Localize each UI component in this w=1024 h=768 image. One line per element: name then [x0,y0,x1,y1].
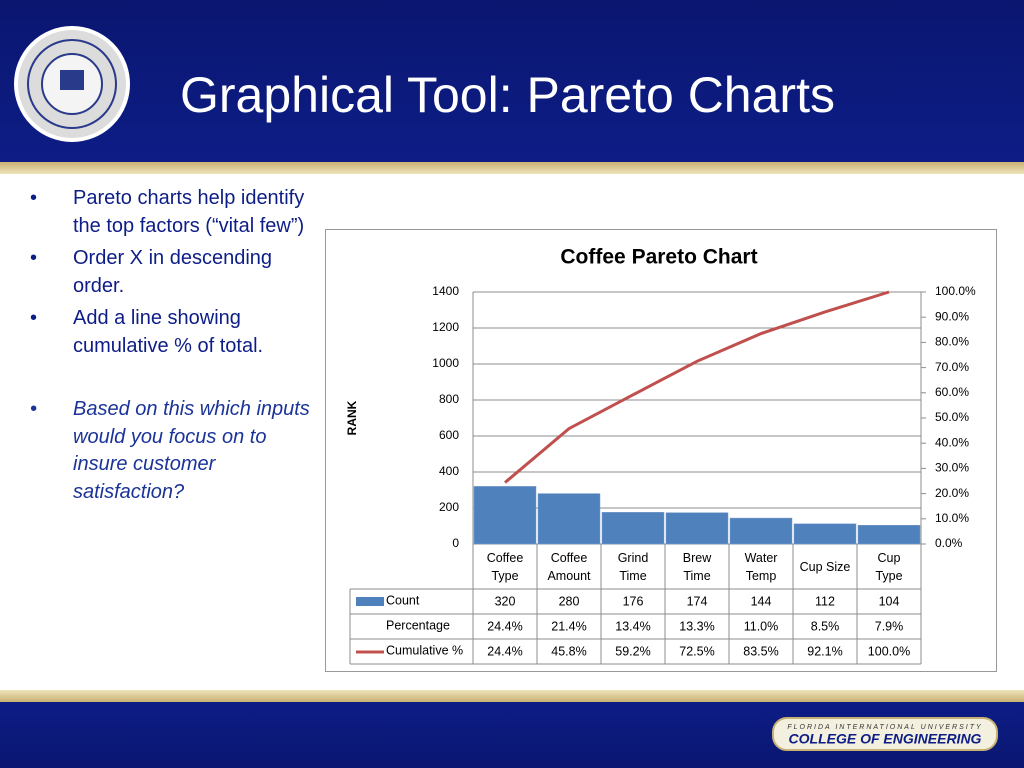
table-cell: 8.5% [811,619,840,633]
bullet: Add a line showing cumulative % of total… [30,305,320,360]
table-cell: 59.2% [615,644,650,658]
table-cell: 104 [879,594,900,608]
y2-tick-label: 20.0% [935,486,969,500]
bar [793,523,857,545]
slide-title: Graphical Tool: Pareto Charts [180,67,835,123]
bullet-list: Pareto charts help identify the top fact… [30,185,320,511]
table-cell: 13.3% [679,619,714,633]
seal-logo [14,26,130,142]
college-name: COLLEGE OF ENGINEERING [789,731,982,747]
chart-frame [325,229,997,672]
table-cell: 11.0% [744,619,779,633]
bullet: Order X in descending order. [30,245,320,300]
table-cell: 83.5% [743,644,778,658]
bar [665,512,729,545]
y2-tick-label: 30.0% [935,461,969,475]
x-tick-label: Brew Time [682,551,712,583]
cumulative-line [504,290,890,484]
y-tick-label: 1000 [432,356,459,370]
y-tick-label: 200 [439,500,459,514]
bar [473,486,537,545]
table-cell: 7.9% [875,619,904,633]
table-cell: 92.1% [807,644,842,658]
y-axis-label: RANK [345,400,359,435]
table-cell: 144 [751,594,772,608]
y-tick-label: 400 [439,464,459,478]
x-tick-label: Cup Type [875,551,903,583]
y2-tick-label: 10.0% [935,511,969,525]
y-tick-label: 1200 [432,320,459,334]
y2-tick-label: 0.0% [935,536,963,550]
bar [537,493,601,545]
table-cell: 280 [559,594,580,608]
chart-title: Coffee Pareto Chart [560,246,757,269]
college-logo [772,717,998,751]
bullet: Based on this which inputs would you foc… [30,396,320,506]
y2-tick-label: 60.0% [935,385,969,399]
legend-swatch [356,597,384,606]
table-cell: 72.5% [679,644,714,658]
y2-tick-label: 70.0% [935,360,969,374]
gold-stripe [0,690,1024,702]
y-tick-label: 600 [439,428,459,442]
bullet: Pareto charts help identify the top fact… [30,185,320,240]
x-tick-label: Cup Size [799,560,851,574]
legend-label: Count [386,593,420,607]
y2-tick-label: 40.0% [935,435,969,449]
table-cell: 45.8% [551,644,586,658]
table-cell: 174 [687,594,708,608]
y-tick-label: 800 [439,392,459,406]
y2-tick-label: 100.0% [935,284,976,298]
y2-tick-label: 50.0% [935,410,969,424]
table-cell: 320 [495,594,516,608]
y2-tick-label: 90.0% [935,309,969,323]
x-tick-label: Coffee Type [486,551,524,583]
legend-label: Cumulative % [386,643,463,657]
bar [601,512,665,545]
table-cell: 176 [623,594,644,608]
table-cell: 100.0% [868,644,910,658]
university-name: FLORIDA INTERNATIONAL UNIVERSITY [787,724,982,731]
bar [729,517,793,545]
y-tick-label: 0 [452,536,459,550]
table-cell: 21.4% [551,619,586,633]
x-tick-label: Water Temp [744,551,778,583]
table-cell: 24.4% [487,619,522,633]
table-cell: 13.4% [615,619,650,633]
y2-tick-label: 80.0% [935,335,969,349]
legend-label: Percentage [386,618,450,632]
table-cell: 112 [815,594,835,608]
header-band [0,0,1024,162]
x-tick-label: Coffee Amount [547,551,591,583]
y-tick-label: 1400 [432,284,459,298]
bar [857,525,921,545]
gold-stripe [0,162,1024,174]
table-cell: 24.4% [487,644,522,658]
x-tick-label: Grind Time [617,551,649,583]
